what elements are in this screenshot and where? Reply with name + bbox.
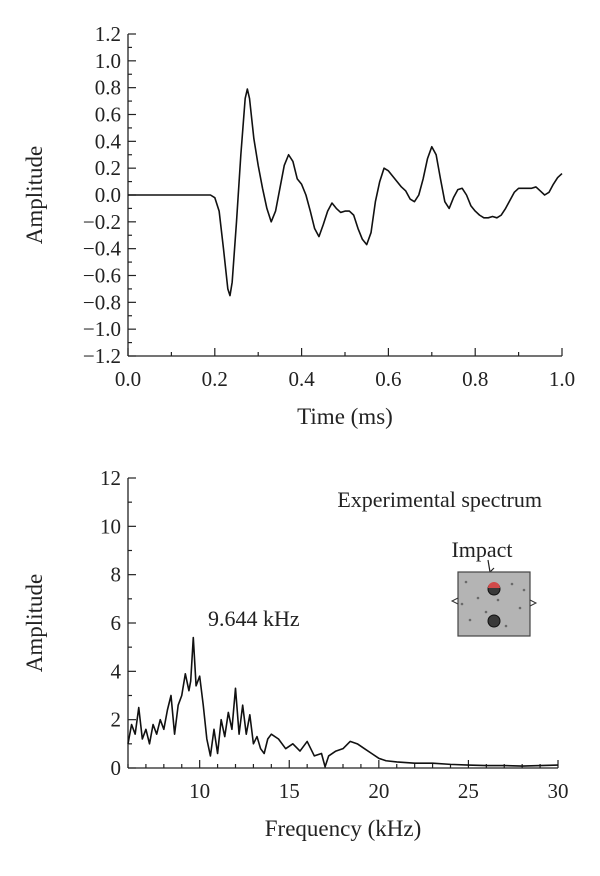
y-tick-label: 0.6 (95, 103, 121, 127)
impact-label: Impact (451, 537, 512, 562)
y-tick-label: 1.2 (95, 22, 121, 46)
y-tick-label: −1.2 (83, 344, 121, 368)
x-tick-label: 0.6 (375, 367, 401, 391)
peak-frequency-label: 9.644 kHz (208, 606, 300, 631)
x-axis-title: Time (ms) (297, 404, 393, 429)
aggregate-dot (464, 580, 468, 584)
x-tick-label: 1.0 (549, 367, 575, 391)
crack-right-icon (529, 599, 538, 607)
rebar-icon (487, 614, 501, 628)
y-axis-title: Amplitude (22, 146, 47, 244)
y-tick-label: 6 (111, 611, 122, 635)
y-tick-label: 4 (111, 659, 122, 683)
x-tick-label: 30 (548, 779, 569, 803)
aggregate-dot (468, 618, 472, 622)
x-tick-label: 10 (189, 779, 210, 803)
aggregate-dot (510, 582, 514, 586)
y-tick-label: 0.8 (95, 76, 121, 100)
y-tick-label: −0.2 (83, 210, 121, 234)
impact-specimen-inset: Impact (450, 537, 538, 637)
y-tick-label: 0.4 (95, 129, 122, 153)
x-tick-label: 20 (368, 779, 389, 803)
aggregate-dot (496, 598, 500, 602)
legend-experimental-spectrum: Experimental spectrum (337, 487, 542, 512)
y-tick-label: 0.2 (95, 156, 121, 180)
impact-point-icon (488, 582, 500, 588)
aggregate-dot (476, 596, 480, 600)
y-tick-label: −0.8 (83, 290, 121, 314)
x-tick-label: 0.2 (202, 367, 228, 391)
x-axis-title: Frequency (kHz) (265, 816, 421, 841)
series-line (127, 636, 559, 768)
aggregate-dot (504, 624, 508, 628)
frequency-spectrum-chart: 0 2 4 6 8 10 12 10 15 20 25 30 Frequency (kHz) Amplit… (22, 466, 569, 841)
y-tick-label: 8 (111, 563, 122, 587)
y-tick-label: 1.0 (95, 49, 121, 73)
y-tick-label: −0.4 (83, 237, 122, 261)
y-tick-label: −0.6 (83, 264, 121, 288)
x-tick-label: 25 (458, 779, 479, 803)
x-tick-label: 0.4 (288, 367, 315, 391)
aggregate-dot (484, 610, 488, 614)
y-axis-title: Amplitude (22, 574, 47, 672)
y-tick-label: 0.0 (95, 183, 121, 207)
y-tick-label: −1.0 (83, 317, 121, 341)
aggregate-dot (518, 606, 522, 610)
x-tick-label: 15 (279, 779, 300, 803)
series-line (128, 88, 563, 297)
aggregate-dot (460, 602, 464, 606)
crack-left-icon (450, 597, 459, 605)
time-signal-chart: −1.2−1.0−0.8−0.6−0.4−0.20.00.20.40.60.81… (22, 22, 575, 429)
y-tick-label: 2 (111, 708, 122, 732)
y-tick-label: 12 (100, 466, 121, 490)
aggregate-dot (522, 588, 526, 592)
x-tick-label: 0.0 (115, 367, 141, 391)
x-tick-label: 0.8 (462, 367, 488, 391)
y-tick-label: 0 (111, 756, 122, 780)
y-tick-label: 10 (100, 514, 121, 538)
